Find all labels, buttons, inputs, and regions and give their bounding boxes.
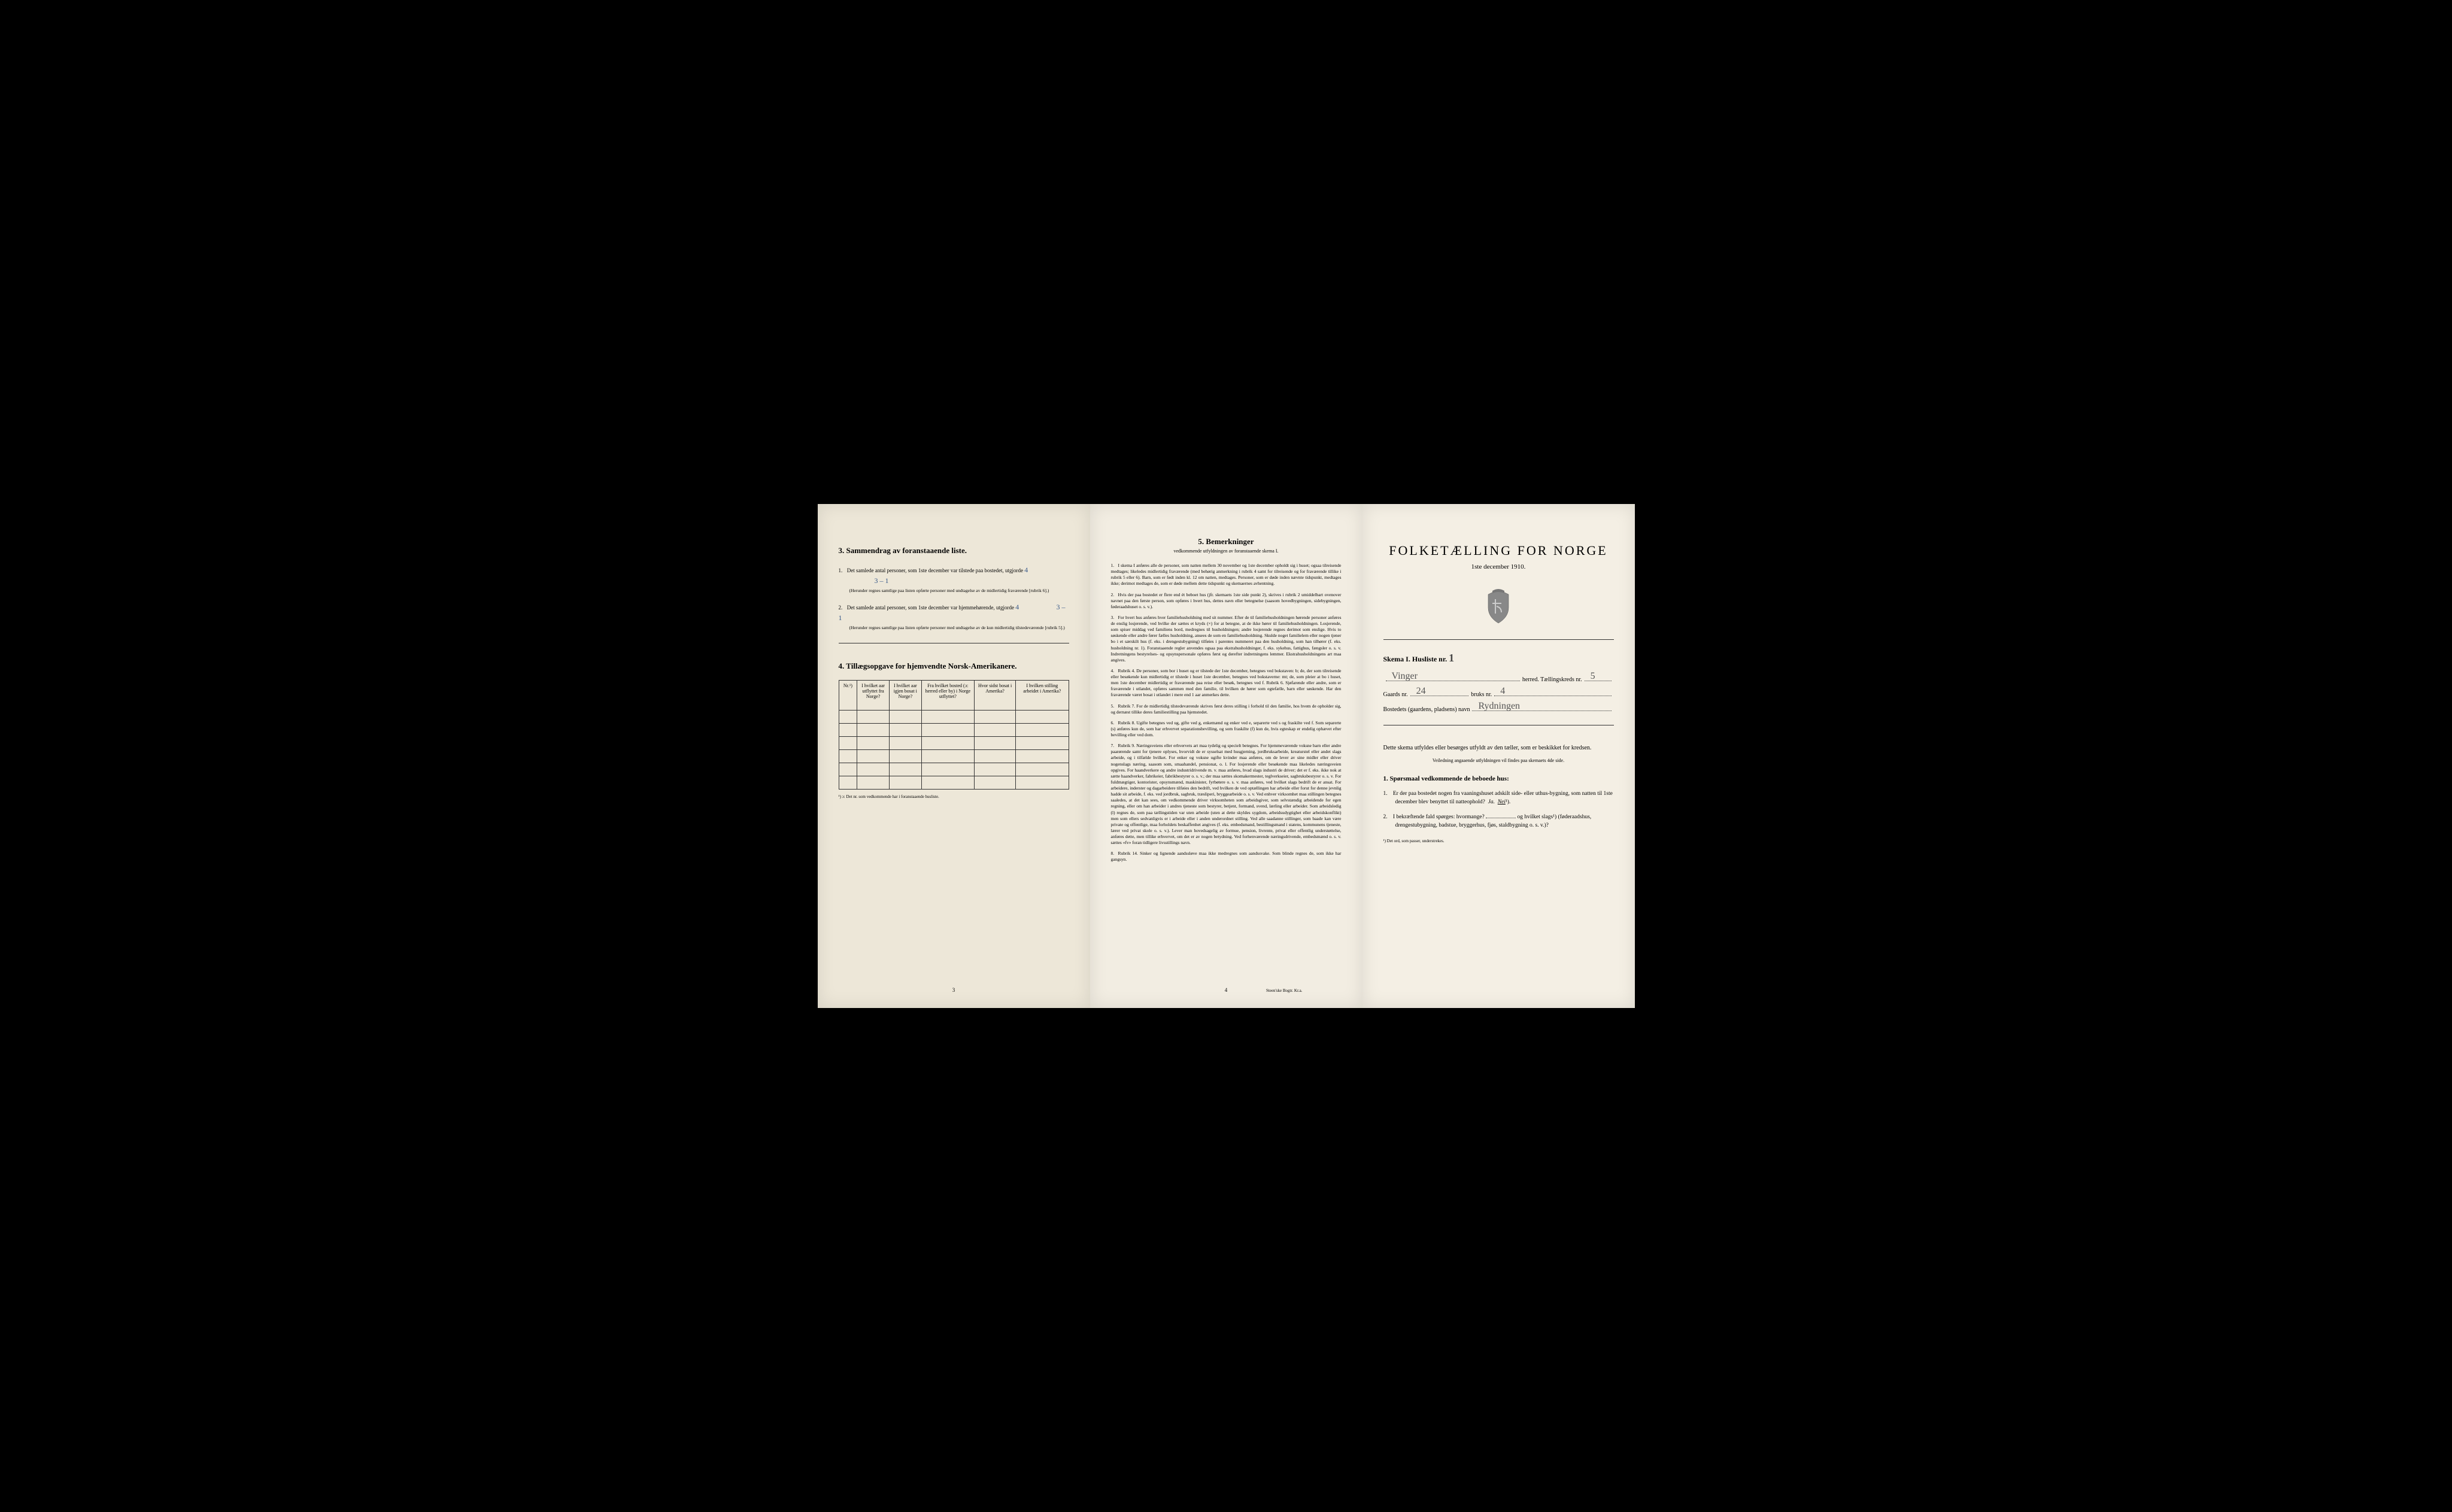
page-number: 4: [1225, 987, 1228, 993]
th-nr: Nr.¹): [839, 681, 857, 711]
table-row: [839, 776, 1069, 790]
divider: [1383, 639, 1614, 640]
remark-3: 3.For hvert hus anføres hver familiehush…: [1111, 615, 1342, 663]
remark-2: 2.Hvis der paa bostedet er flere end ét …: [1111, 592, 1342, 610]
question-2: 2. I bekræftende fald spørges: hvormange…: [1395, 813, 1614, 830]
herred-line: Vinger herred. Tællingskreds nr. 5: [1383, 676, 1614, 683]
americans-table: Nr.¹) I hvilket aar utflyttet fra Norge?…: [839, 680, 1069, 790]
summary-item-1: 1. Det samlede antal personer, som 1ste …: [839, 564, 1069, 594]
remark-7: 7.Rubrik 9. Næringsveiens eller erhverve…: [1111, 743, 1342, 846]
remark-5: 5.Rubrik 7. For de midlertidig tilstedev…: [1111, 703, 1342, 715]
table-row: [839, 763, 1069, 776]
remark-6: 6.Rubrik 8. Ugifte betegnes ved ug, gift…: [1111, 720, 1342, 738]
table-row: [839, 724, 1069, 737]
page-3: FOLKETÆLLING FOR NORGE 1ste december 191…: [1362, 504, 1635, 1008]
bemerkninger-title: 5. Bemerkninger: [1111, 537, 1342, 546]
main-title: FOLKETÆLLING FOR NORGE: [1383, 543, 1614, 558]
question-1: 1. Er der paa bostedet nogen fra vaaning…: [1395, 790, 1614, 807]
page-number: 3: [952, 987, 955, 993]
census-document: 3. Sammendrag av foranstaaende liste. 1.…: [818, 504, 1635, 1008]
skema-line: Skema I. Husliste nr. 1: [1383, 652, 1614, 664]
gaards-line: Gaards nr. 24 bruks nr. 4: [1383, 691, 1614, 698]
th-2: I hvilket aar igjen bosat i Norge?: [889, 681, 921, 711]
bottom-footnote: ¹) Det ord, som passer, understrekes.: [1383, 839, 1614, 843]
th-5: I hvilken stilling arbeidet i Amerika?: [1016, 681, 1069, 711]
remark-4: 4.Rubrik 4. De personer, som bor i huset…: [1111, 668, 1342, 699]
printer-mark: Steen'ske Bogtr. Kr.a.: [1266, 988, 1303, 993]
bemerkninger-subtitle: vedkommende utfyldningen av foranstaaend…: [1111, 548, 1342, 554]
instruction-text: Dette skema utfyldes eller besørges utfy…: [1383, 743, 1614, 753]
census-date: 1ste december 1910.: [1383, 563, 1614, 570]
coat-of-arms-icon: [1383, 588, 1614, 627]
th-4: Hvor sidst bosat i Amerika?: [975, 681, 1016, 711]
page-2: 5. Bemerkninger vedkommende utfyldningen…: [1090, 504, 1362, 1008]
table-footnote: ¹) ɔ: Det nr. som vedkommende har i fora…: [839, 794, 1069, 799]
page-1: 3. Sammendrag av foranstaaende liste. 1.…: [818, 504, 1090, 1008]
summary-item-2: 2. Det samlede antal personer, som 1ste …: [839, 602, 1069, 631]
question-header: 1. Spørsmaal vedkommende de beboede hus:: [1383, 775, 1614, 782]
table-row: [839, 737, 1069, 750]
section-4-title: 4. Tillægsopgave for hjemvendte Norsk-Am…: [839, 661, 1069, 671]
bosted-line: Bostedets (gaardens, pladsens) navn Rydn…: [1383, 706, 1614, 713]
sub-instruction: Veiledning angaaende utfyldningen vil fi…: [1383, 758, 1614, 763]
table-row: [839, 750, 1069, 763]
section-3-title: 3. Sammendrag av foranstaaende liste.: [839, 546, 1069, 555]
remark-1: 1.I skema I anføres alle de personer, so…: [1111, 563, 1342, 587]
th-1: I hvilket aar utflyttet fra Norge?: [857, 681, 890, 711]
remark-8: 8.Rubrik 14. Sinker og lignende aandsslø…: [1111, 851, 1342, 863]
table-row: [839, 711, 1069, 724]
th-3: Fra hvilket bosted (ɔ: herred eller by) …: [921, 681, 974, 711]
